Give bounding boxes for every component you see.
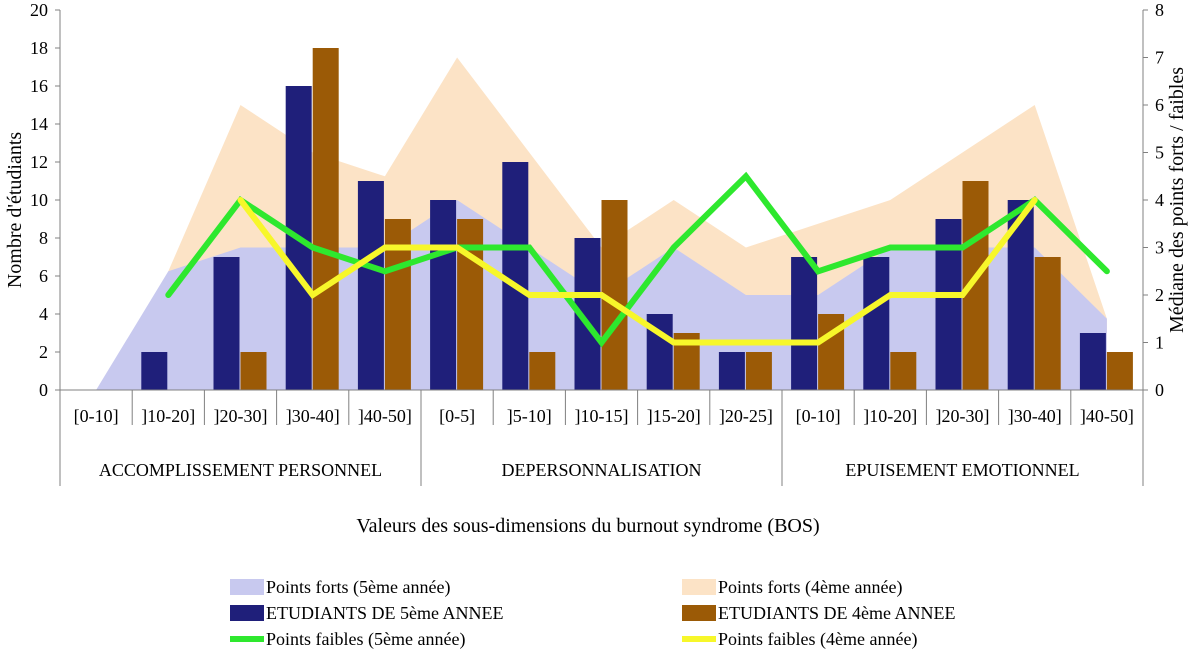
legend-label: Points forts (5ème année) [266,577,450,598]
y2-tick-label: 7 [1155,48,1164,68]
y2-tick-label: 6 [1155,95,1164,115]
x-axis-label: Valeurs des sous-dimensions du burnout s… [356,515,819,537]
y-tick-label: 2 [39,342,48,362]
y-tick-label: 20 [30,0,48,20]
group-label: ACCOMPLISSEMENT PERSONNEL [99,460,382,480]
x-tick-label: ]30-40] [1008,406,1062,426]
y-tick-label: 14 [30,114,48,134]
x-tick-label: [0-10] [74,406,119,426]
x-tick-label: ]10-20] [141,406,195,426]
x-tick-label: ]40-50] [358,406,412,426]
y2-tick-label: 2 [1155,285,1164,305]
x-tick-label: [0-5] [439,406,475,426]
bar-0-6 [502,162,529,390]
y-tick-label: 18 [30,38,48,58]
legend-item-3: ETUDIANTS DE 4ème ANNEE [682,603,955,623]
bar-1-6 [529,352,556,390]
bar-0-2 [213,257,240,390]
line-series-5 [237,197,1038,346]
y2-tick-label: 3 [1155,238,1164,258]
y-tick-label: 10 [30,190,48,210]
y2-tick-label: 4 [1155,190,1164,210]
bar-1-11 [890,352,917,390]
axes-layer: 02468101214161820012345678[0-10]]10-20]]… [30,0,1164,486]
x-tick-label: ]10-20] [863,406,917,426]
x-tick-label: ]30-40] [286,406,340,426]
legend-label: Points faibles (5ème année) [266,629,465,650]
x-tick-label: ]20-25] [719,406,773,426]
group-label: DEPERSONNALISATION [501,460,701,480]
legend: Points forts (5ème année) Points forts (4… [230,577,955,650]
y-tick-label: 8 [39,228,48,248]
bar-0-5 [430,200,457,390]
x-tick-label: ]20-30] [214,406,268,426]
x-tick-label: ]15-20] [647,406,701,426]
x-tick-label: ]10-15] [575,406,629,426]
legend-label: ETUDIANTS DE 4ème ANNEE [718,603,955,623]
line-layer [165,171,1110,348]
bar-1-9 [745,352,772,390]
bar-0-1 [141,352,168,390]
legend-item-1: Points forts (4ème année) [682,577,902,598]
bar-0-10 [791,257,818,390]
x-tick-label: ]20-30] [936,406,990,426]
bar-0-14 [1079,333,1106,390]
y2-tick-label: 8 [1155,0,1164,20]
legend-item-0: Points forts (5ème année) [230,577,450,598]
y2-tick-label: 5 [1155,143,1164,163]
legend-item-5: Points faibles (4ème année) [682,629,917,650]
group-label: EPUISEMENT EMOTIONNEL [845,460,1079,480]
bar-1-2 [240,352,267,390]
legend-swatch [230,579,264,595]
y-axis-label: Nombre d'étudiants [4,132,26,289]
bar-0-4 [357,181,384,390]
y-tick-label: 12 [30,152,48,172]
legend-swatch [230,605,264,621]
legend-item-2: ETUDIANTS DE 5ème ANNEE [230,603,503,623]
bar-layer [141,48,1133,390]
bar-1-3 [312,48,339,390]
bar-0-9 [718,352,745,390]
y2-axis-label: Médiane des points forts / faibles [1166,67,1188,333]
legend-swatch [682,579,716,595]
y-tick-label: 6 [39,266,48,286]
legend-swatch [682,605,716,621]
line-series-4 [165,171,1110,348]
y-tick-label: 4 [39,304,48,324]
legend-label: Points faibles (4ème année) [718,629,917,650]
bar-1-13 [1034,257,1061,390]
y-tick-label: 0 [39,380,48,400]
y2-tick-label: 0 [1155,380,1164,400]
bar-1-14 [1106,352,1133,390]
y-tick-label: 16 [30,76,48,96]
legend-label: Points forts (4ème année) [718,577,902,598]
x-tick-label: [0-10] [796,406,841,426]
bar-0-11 [863,257,890,390]
y2-tick-label: 1 [1155,333,1164,353]
x-tick-label: ]40-50] [1080,406,1134,426]
legend-item-4: Points faibles (5ème année) [230,629,465,650]
x-tick-label: ]5-10] [507,406,552,426]
legend-label: ETUDIANTS DE 5ème ANNEE [266,603,503,623]
